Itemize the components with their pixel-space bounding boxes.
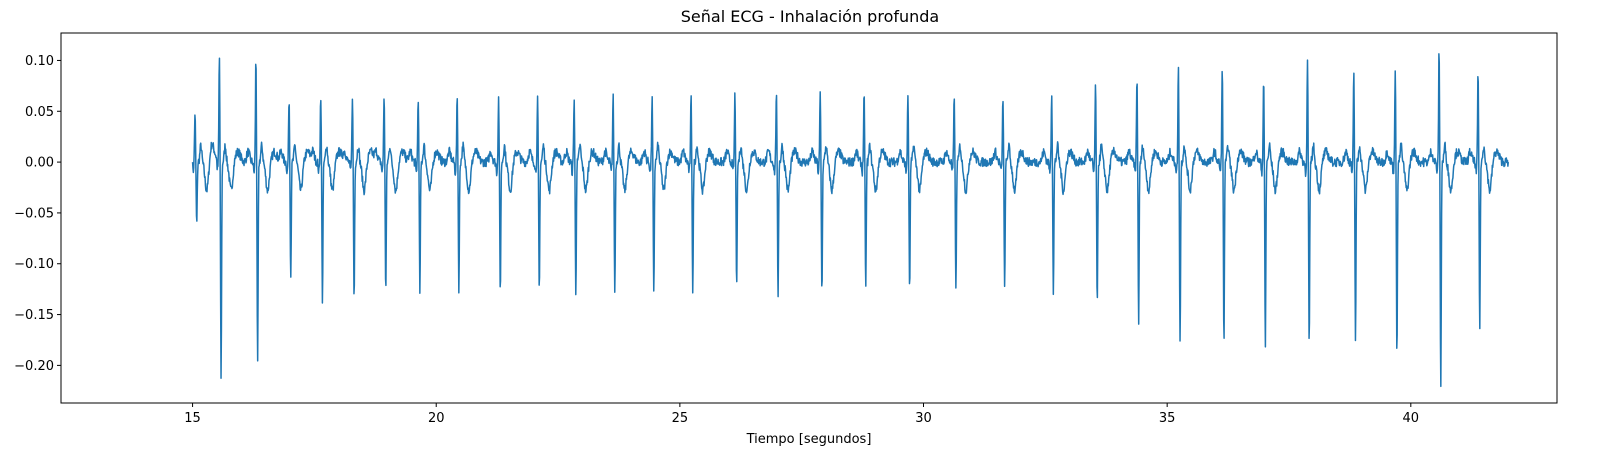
y-tick-label: −0.10 [14,257,54,272]
x-tick-label: 35 [1159,411,1176,426]
x-axis-label: Tiempo [segundos] [746,432,872,447]
y-tick-label: 0.05 [25,105,54,120]
axes-frame [60,32,1558,404]
y-tick-label: −0.20 [14,359,54,374]
y-tick-label: −0.05 [14,206,54,221]
y-tick-label: 0.10 [25,54,54,69]
ecg-signal-line [191,53,1510,388]
x-tick-label: 30 [915,411,932,426]
x-tick-label: 40 [1403,411,1420,426]
y-tick-label: 0.00 [25,156,54,171]
plot-area [191,53,1510,388]
y-axis: 0.10 0.05 0.00 −0.05 −0.10 −0.15 −0.20 [14,54,61,374]
x-tick-label: 25 [672,411,689,426]
x-tick-label: 20 [428,411,445,426]
chart-title: Señal ECG - Inhalación profunda [681,7,939,26]
x-tick-label: 15 [184,411,201,426]
x-axis: 15 20 25 30 35 40 [184,403,1419,426]
y-tick-label: −0.15 [14,308,54,323]
